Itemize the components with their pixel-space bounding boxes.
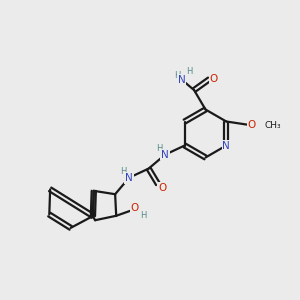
Text: H: H — [121, 167, 127, 176]
Text: N: N — [222, 140, 230, 151]
Text: N: N — [161, 150, 169, 160]
Text: N: N — [125, 173, 133, 183]
Text: O: O — [130, 203, 139, 213]
Text: O: O — [158, 183, 166, 193]
Text: N: N — [178, 75, 185, 85]
Text: O: O — [248, 120, 256, 130]
Text: H: H — [157, 143, 163, 152]
Text: H: H — [174, 70, 180, 80]
Text: CH₃: CH₃ — [264, 121, 281, 130]
Text: H: H — [140, 211, 146, 220]
Text: O: O — [210, 74, 218, 84]
Text: H: H — [186, 67, 192, 76]
